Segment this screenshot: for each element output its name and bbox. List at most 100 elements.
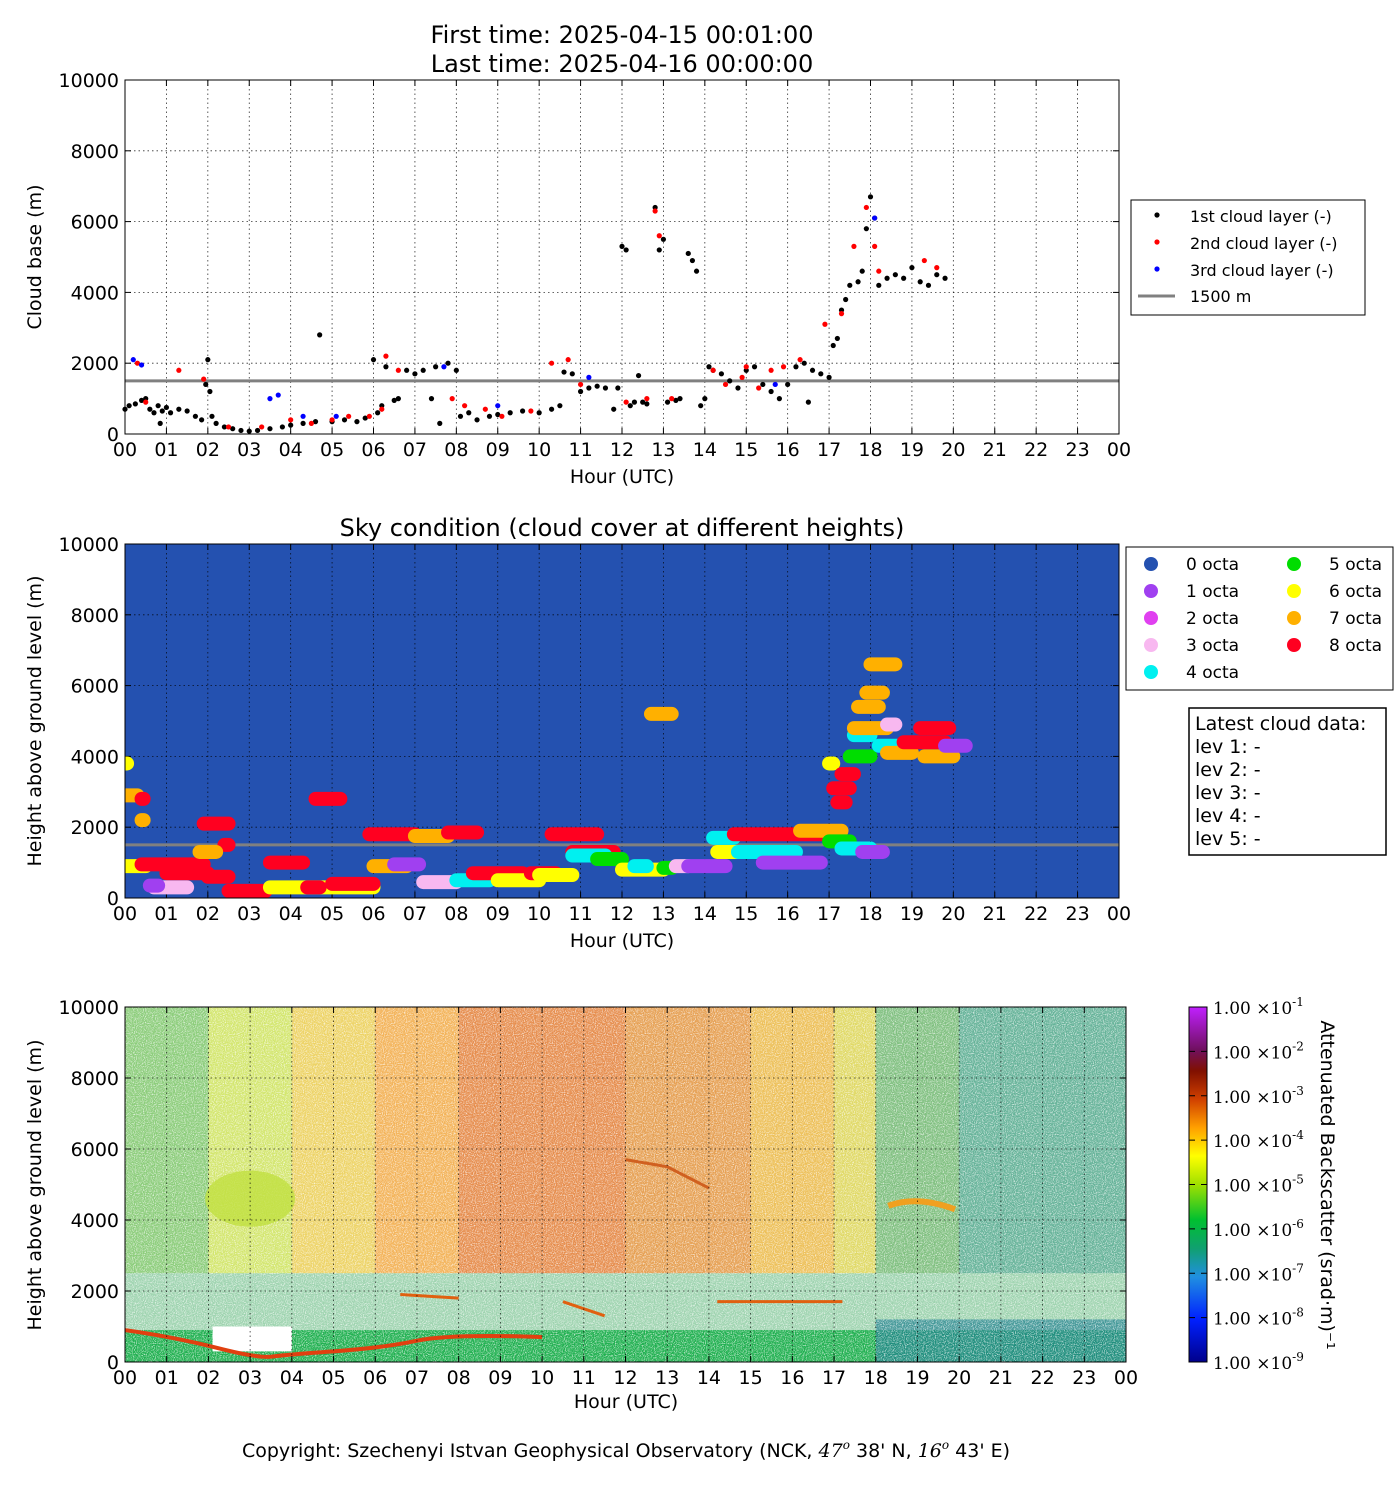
y-tick-label: 4000 xyxy=(71,282,119,304)
y-tick-label: 10000 xyxy=(59,534,119,556)
cloud-layer-1-point xyxy=(254,427,261,434)
cloud-layer-2-point xyxy=(134,360,141,366)
panel-sky-condition: Sky condition (cloud cover at different … xyxy=(24,514,1394,952)
x-tick-label: 18 xyxy=(858,903,882,925)
cloud-layer-1-point xyxy=(209,413,215,419)
cloud-layer-2-point xyxy=(259,424,265,430)
x-tick-labels-1: 00 01 02 03 04 05 06 07 08 09 10 11 12 13 14 15 16 17 18 19… xyxy=(113,439,1131,461)
y-tick-label: 8000 xyxy=(71,141,119,163)
cloud-layer-1-point xyxy=(751,364,758,370)
legend-label-octa-3: 3 octa xyxy=(1186,636,1239,656)
cloud-layer-2-point xyxy=(851,243,857,249)
cloud-layer-1-point xyxy=(843,296,849,303)
x-tick-label: 09 xyxy=(486,439,510,461)
x-tick-label: 11 xyxy=(568,903,592,925)
x-tick-label: 05 xyxy=(320,903,344,925)
y-tick-label: 8000 xyxy=(71,1068,119,1090)
cloud-layer-1-point xyxy=(942,275,948,281)
cloud-layer-1-point xyxy=(735,385,741,391)
x-tick-label: 20 xyxy=(947,1367,971,1389)
y-tick-label: 4000 xyxy=(71,746,119,768)
legend-label-octa-8: 8 octa xyxy=(1329,636,1382,656)
cloud-layer-1-point xyxy=(300,420,306,426)
x-tick-label: 17 xyxy=(817,903,841,925)
cloud-layer-1-point xyxy=(693,268,700,274)
cloud-layer-1-point xyxy=(586,385,592,391)
cloud-layer-3-point xyxy=(275,392,281,398)
x-tick-label: 07 xyxy=(403,439,427,461)
cloud-layer-2-point xyxy=(623,399,629,405)
x-tick-label: 17 xyxy=(822,1367,846,1389)
x-tick-label: 10 xyxy=(527,439,551,461)
x-axis-label-3: Hour (UTC) xyxy=(574,1391,678,1413)
legend-1: 1st cloud layer (-) 2nd cloud layer (-) … xyxy=(1130,199,1366,316)
cloud-layer-3-point xyxy=(333,413,339,419)
copyright-lon-deg: 16 xyxy=(918,1440,942,1462)
cloud-layer-1-point xyxy=(383,364,389,370)
cloud-layer-2-point xyxy=(780,364,787,370)
y-tick-label: 0 xyxy=(107,424,119,446)
x-tick-label: 13 xyxy=(651,439,675,461)
latest-cloud-lev3: lev 3: - xyxy=(1195,782,1261,804)
cloud-layer-2-point xyxy=(225,424,232,430)
latest-cloud-box: Latest cloud data: lev 1: - lev 2: - lev… xyxy=(1188,707,1387,856)
cloud-layer-2-point xyxy=(449,396,455,402)
y-tick-label: 0 xyxy=(107,888,119,910)
cloud-layer-1-point xyxy=(834,335,840,342)
x-tick-label: 00 xyxy=(1107,903,1131,925)
y-tick-labels-1: 0 2000 4000 6000 8000 10000 xyxy=(59,70,119,446)
backscatter-clear-gap xyxy=(212,1326,292,1352)
cloud-layer-2-point xyxy=(652,208,658,214)
cloud-layer-2-point xyxy=(548,360,555,366)
cloud-layer-2-point xyxy=(379,406,385,412)
legend-swatch-octa-7 xyxy=(1287,611,1301,625)
x-tick-label: 01 xyxy=(155,1367,179,1389)
cloud-layer-1-point xyxy=(362,415,368,421)
cloud-base-points xyxy=(122,194,948,434)
legend-swatch-layer1 xyxy=(1154,212,1160,218)
x-tick-label: 17 xyxy=(817,439,841,461)
cloud-layer-2-point xyxy=(921,257,927,264)
x-tick-label: 18 xyxy=(864,1367,888,1389)
cloud-layer-1-point xyxy=(155,403,161,409)
cloud-layer-1-point xyxy=(205,357,211,363)
x-tick-label: 23 xyxy=(1072,1367,1096,1389)
cloud-layer-1-point xyxy=(176,406,182,412)
cloud-layer-2-point xyxy=(863,204,869,211)
colorbar-tick-label: 1.00 ×10-9 xyxy=(1213,1350,1304,1374)
cloud-layer-1-point xyxy=(611,406,617,412)
cloud-layer-1-point xyxy=(760,381,766,388)
cloud-layer-3-point xyxy=(130,357,136,363)
x-tick-label: 19 xyxy=(905,1367,929,1389)
x-tick-label: 20 xyxy=(941,439,965,461)
cloud-layer-2-point xyxy=(201,376,207,382)
cloud-layer-1-point xyxy=(246,428,252,434)
x-tick-label: 03 xyxy=(238,1367,262,1389)
cloud-layer-1-point xyxy=(635,372,642,379)
cloud-layer-1-point xyxy=(457,413,464,419)
cloud-layer-1-point xyxy=(267,426,273,432)
cloud-layer-1-point xyxy=(466,410,472,416)
cloud-layer-2-point xyxy=(710,367,716,373)
x-tick-label: 13 xyxy=(655,1367,679,1389)
x-tick-label: 12 xyxy=(613,1367,637,1389)
x-tick-label: 12 xyxy=(610,903,634,925)
cloud-layer-1-point xyxy=(279,424,285,430)
cloud-layer-3-point xyxy=(267,396,273,402)
cloud-layer-3-point xyxy=(138,362,145,368)
x-tick-label: 19 xyxy=(900,903,924,925)
x-tick-label: 00 xyxy=(1114,1367,1138,1389)
cloud-layer-2-point xyxy=(577,381,584,388)
y-tick-label: 6000 xyxy=(71,676,119,698)
cloud-layer-2-point xyxy=(838,311,845,317)
header-first-time: First time: 2025-04-15 00:01:00 xyxy=(431,21,814,49)
grid-3 xyxy=(124,1006,1127,1363)
cloud-layer-1-point xyxy=(909,265,915,271)
colorbar: 1.00 ×10-1 1.00 ×10-2 1.00 ×10-3 1.00 ×10-4… xyxy=(1188,995,1338,1374)
cloud-layer-1-point xyxy=(631,399,638,405)
x-tick-label: 00 xyxy=(113,1367,137,1389)
x-tick-label: 15 xyxy=(734,903,758,925)
cloud-layer-2-point xyxy=(462,403,468,409)
cloud-layer-2-point xyxy=(797,357,803,363)
